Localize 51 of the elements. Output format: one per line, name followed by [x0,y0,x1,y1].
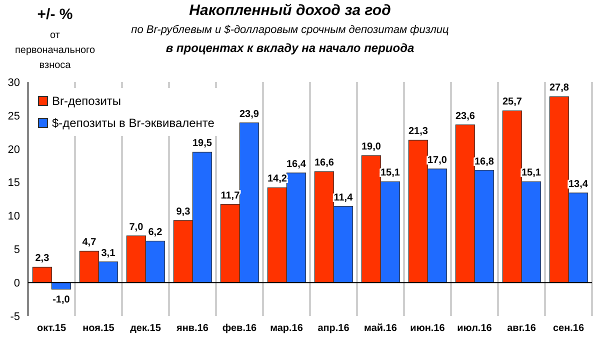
data-label: 16,4 [286,158,306,170]
data-label: 15,1 [521,168,542,179]
data-label: 23,6 [455,110,476,122]
chart-title: Накопленный доход за год [188,2,392,19]
data-label: 4,7 [82,237,97,248]
x-tick-label: мар.16 [270,323,304,334]
data-label: 11,7 [220,190,240,202]
x-tick-label: апр.16 [318,323,350,334]
y-tick-label: 20 [8,144,20,156]
chart-subtitle: по Br-рублевым и $-долларовым срочным депозитам физлиц [130,24,450,36]
data-label: 14,2 [267,174,288,185]
data-label: 23,9 [239,108,260,120]
y-tick-label: -5 [10,310,20,323]
data-label: 25,7 [502,96,522,108]
y-tick-label: 25 [8,110,20,122]
legend-label: $-депозиты в Br-эквиваленте [52,115,214,132]
text: +/- % [36,6,74,23]
data-label: 16,8 [474,156,494,168]
y-tick-label: 0 [14,277,20,290]
data-label: 19,5 [192,138,212,150]
x-tick-label: июн.16 [410,323,446,334]
data-label: 15,1 [380,168,400,179]
x-tick-label: дек.15 [130,323,162,334]
data-label: 21,3 [408,126,428,138]
data-label: 6,2 [148,227,163,238]
data-label: 2,3 [35,253,50,264]
text: в процентах к вкладу на начало периода [164,41,416,55]
x-tick-label: май.16 [364,323,398,334]
data-label: 9,3 [176,206,191,218]
legend-label: Br-депозиты [52,93,122,110]
data-label: 13,4 [568,178,588,190]
x-tick-label: окт.15 [36,323,66,334]
x-tick-label: сен.16 [552,323,584,334]
data-label: -1,0 [52,294,70,306]
data-label: 16,6 [314,158,334,169]
data-label: 19,0 [361,142,382,153]
x-tick-label: авг.16 [507,323,536,334]
text: от первоначального взноса [14,29,96,73]
x-tick-label: фев.16 [222,323,258,334]
data-label: 17,0 [427,154,448,166]
y-tick-label: 10 [8,210,20,223]
x-tick-label: янв.16 [176,323,209,334]
y-tick-label: 5 [14,244,20,256]
data-label: 11,4 [334,192,354,204]
x-tick-label: ноя.15 [82,323,115,334]
data-label: 7,0 [129,222,144,233]
x-tick-label: июл.16 [457,323,492,334]
data-label: 27,8 [549,82,570,94]
y-tick-label: 15 [8,177,20,190]
y-tick-label: 30 [8,76,20,89]
data-label: 3,1 [101,248,116,259]
